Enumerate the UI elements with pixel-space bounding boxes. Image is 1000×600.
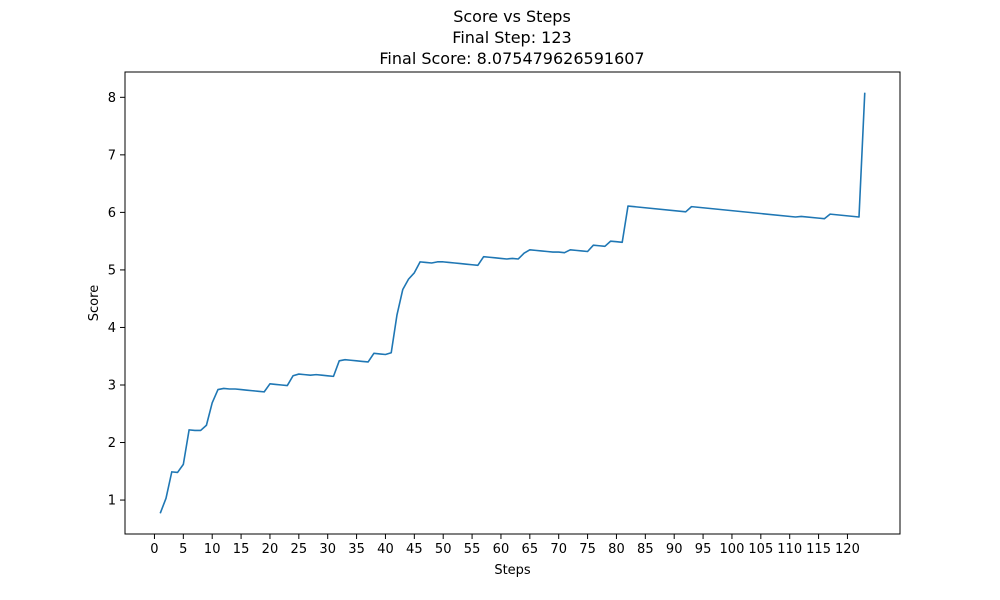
chart-title: Score vs Steps: [453, 7, 571, 26]
x-tick-label: 70: [550, 542, 567, 557]
y-axis-label: Score: [87, 285, 102, 321]
chart-subtitle-final-score: Final Score: 8.075479626591607: [379, 49, 644, 68]
x-tick-label: 0: [150, 542, 158, 557]
y-tick-label: 8: [108, 91, 116, 106]
plot-area: [159, 92, 866, 514]
x-tick-label: 25: [291, 542, 308, 557]
x-axis-label: Steps: [494, 563, 531, 578]
y-tick-label: 5: [108, 263, 116, 278]
y-tick-label: 4: [108, 321, 116, 336]
x-tick-label: 65: [522, 542, 539, 557]
x-tick-label: 60: [493, 542, 510, 557]
x-axis-ticks: 0 5 10 15 20 25 30 35 40 45 50 55 60 65 70 75 80 85 90 95 10…: [150, 534, 860, 557]
y-tick-label: 6: [108, 206, 116, 221]
x-tick-label: 15: [233, 542, 250, 557]
x-tick-label: 40: [377, 542, 394, 557]
x-tick-label: 85: [637, 542, 654, 557]
x-tick-label: 55: [464, 542, 481, 557]
plot-frame: [124, 71, 901, 535]
y-tick-label: 7: [108, 148, 116, 163]
y-tick-label: 1: [108, 494, 116, 509]
x-tick-label: 100: [720, 542, 745, 557]
x-tick-label: 30: [319, 542, 336, 557]
x-tick-label: 95: [695, 542, 712, 557]
chart-subtitle-final-step: Final Step: 123: [452, 28, 571, 47]
x-tick-label: 50: [435, 542, 452, 557]
x-tick-label: 90: [666, 542, 683, 557]
x-tick-label: 35: [348, 542, 365, 557]
x-tick-label: 110: [777, 542, 802, 557]
x-tick-label: 115: [806, 542, 831, 557]
y-tick-label: 3: [108, 378, 116, 393]
x-tick-label: 75: [579, 542, 596, 557]
x-tick-label: 20: [262, 542, 279, 557]
y-axis-ticks: 1 2 3 4 5 6 7 8: [108, 91, 125, 509]
y-tick-label: 2: [108, 436, 116, 451]
series-line-0: [159, 92, 866, 514]
x-tick-label: 5: [179, 542, 187, 557]
x-tick-label: 105: [748, 542, 773, 557]
x-tick-label: 45: [406, 542, 423, 557]
x-tick-label: 120: [835, 542, 860, 557]
x-tick-label: 80: [608, 542, 625, 557]
x-tick-label: 10: [204, 542, 221, 557]
